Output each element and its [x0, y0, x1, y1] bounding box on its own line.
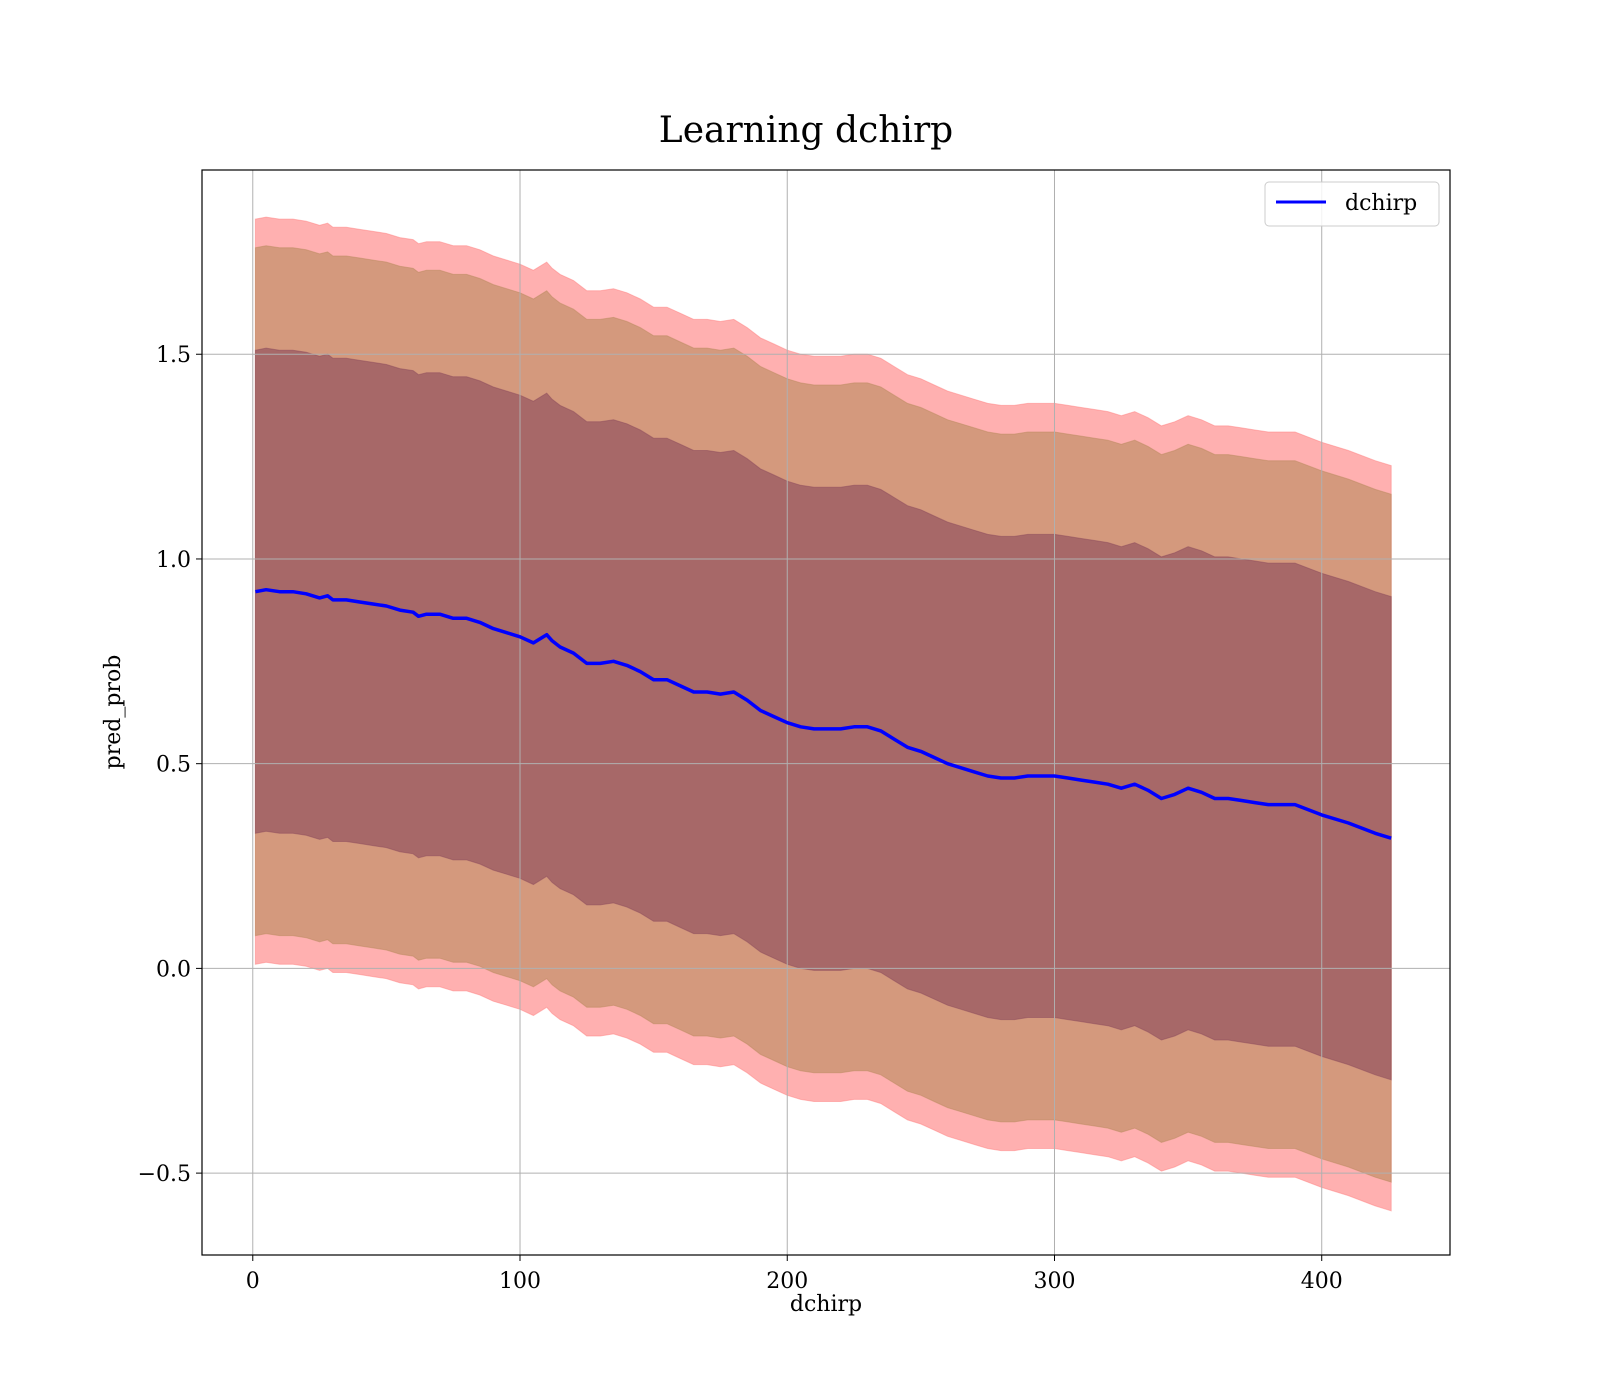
- series-line-layer: [255, 587, 1392, 840]
- y-tick-label: 1.0: [156, 548, 191, 573]
- grid-lines: [202, 170, 1450, 1255]
- x-tick-label: 300: [1033, 1269, 1075, 1294]
- legend: dchirp: [1264, 181, 1440, 227]
- uncertainty-bands: [254, 216, 1392, 1212]
- y-tick-label: 0.5: [156, 753, 191, 778]
- y-tick-label: 1.5: [156, 343, 191, 368]
- x-tick-label: 200: [766, 1269, 808, 1294]
- y-tick-label: −0.5: [138, 1162, 191, 1187]
- legend-box: [1264, 181, 1440, 227]
- chart-title: Learning dchirp: [659, 110, 953, 151]
- y-axis-label: pred_prob: [101, 655, 126, 770]
- legend-label-dchirp: dchirp: [1345, 191, 1417, 216]
- axis-ticks: 0 100 200 300 400 −0.5 0.0 0.5 1.0 1.5: [138, 343, 1343, 1294]
- band-inner: [254, 347, 1392, 1081]
- y-tick-label: 0.0: [156, 957, 191, 982]
- x-axis-label: dchirp: [790, 1292, 862, 1317]
- x-tick-label: 0: [246, 1269, 260, 1294]
- series-line-dchirp: [255, 587, 1392, 840]
- x-tick-label: 400: [1301, 1269, 1343, 1294]
- x-tick-label: 100: [499, 1269, 541, 1294]
- plot-frame: [201, 169, 1451, 1256]
